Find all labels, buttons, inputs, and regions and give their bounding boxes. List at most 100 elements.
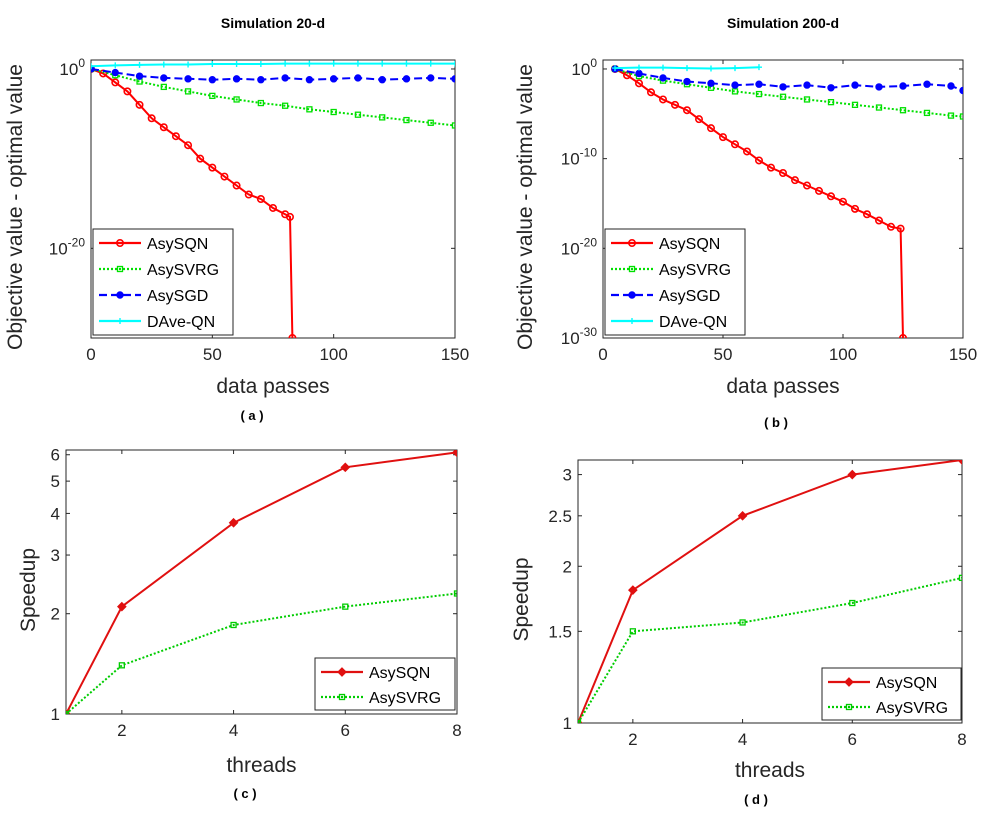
data-point [402,75,411,83]
legend: AsySQN AsySVRG AsySGD DAve-QN [604,228,746,336]
data-point [850,204,859,213]
data-point [453,590,457,597]
y-tick-base: 10 [49,239,68,258]
legend-marker [844,677,854,687]
y-tick-label: 3 [51,546,60,565]
y-tick-label: 2 [51,605,60,624]
y-tick-label: 1 [563,714,572,733]
data-point [899,334,907,338]
data-point [232,75,241,83]
series-line [66,592,457,714]
chart-title: Simulation 20-d [221,15,325,31]
series-asysvrg [66,590,457,714]
data-point [838,197,847,206]
data-point [959,113,963,120]
series-line [614,68,904,338]
data-point [452,450,457,458]
data-point [646,88,655,97]
series-line [578,576,962,723]
data-point [684,65,690,72]
data-point [306,106,313,113]
y-tick-base: 10 [561,329,580,348]
data-point [658,95,667,104]
data-point [851,81,859,89]
data-point [899,82,907,90]
legend-entry: DAve-QN [659,314,727,331]
data-point [185,61,192,68]
data-point [451,122,455,129]
data-point [257,76,265,84]
data-point [184,88,192,95]
data-point [875,83,883,91]
y-tick-base: 10 [561,150,580,169]
legend-marker [116,265,124,273]
y-axis-label: Objective value - optimal value [4,64,27,350]
data-point [268,203,277,212]
data-point [256,195,265,204]
y-tick-label: 6 [51,446,60,465]
data-point [730,140,739,149]
data-point [754,156,763,165]
data-point [958,574,962,582]
data-point [947,82,955,90]
data-point [756,64,762,71]
y-tick-label: 10-20 [49,235,86,258]
data-point [732,65,738,72]
y-tick-exponent: 0 [590,56,597,70]
data-point [739,619,746,626]
x-tick-label: 2 [117,721,126,740]
data-point [340,462,351,473]
data-point [851,101,859,108]
legend-marker [117,318,123,324]
chart-b: Simulation 200-d0 50 100 15010010-1010-2010… [514,15,977,430]
y-tick-base: 10 [561,239,580,258]
data-point [330,60,337,67]
data-point [659,74,667,82]
data-point [160,74,168,82]
x-tick-label: 100 [319,345,347,364]
data-point [305,76,314,84]
y-tick-label: 1.5 [548,622,572,641]
legend-marker [845,703,853,711]
y-tick-label: 100 [571,56,597,79]
data-point [634,79,643,88]
data-point [886,222,895,231]
data-point [706,124,715,133]
data-point [923,109,931,117]
legend-entry: AsySVRG [659,262,731,279]
data-point [91,63,94,70]
data-point [755,80,763,88]
series-asysvrg [578,574,962,723]
x-axis-label: threads [735,759,805,782]
series-asysqn [66,450,457,714]
chart-c: 2 4 6 8 1 2 3 4 5 6 threads Speedup ( c ) AsySQN AsySV… [17,446,462,801]
data-point [209,61,216,68]
x-tick-label: 100 [829,345,857,364]
y-tick-label: 3 [563,466,572,485]
data-point [427,74,435,82]
data-point [111,78,120,87]
legend-entry: AsySQN [876,675,937,692]
data-point [403,60,410,67]
legend-marker [629,318,635,324]
data-point [111,68,119,77]
y-tick-base: 10 [59,60,78,79]
data-point [306,60,313,67]
data-point [827,84,835,92]
x-tick-label: 4 [738,730,747,749]
data-point [742,147,751,156]
legend-entry: AsySGD [659,288,720,305]
series-line [91,68,294,338]
data-point [379,114,386,121]
legend: AsySQN AsySVRG [314,657,456,711]
data-point [629,628,637,635]
series-line [91,68,455,127]
data-point [847,469,858,480]
data-point [827,98,835,106]
series-asysqn [578,460,962,723]
data-point [875,104,883,111]
legend: AsySQN AsySVRG [821,667,962,721]
legend-entry: AsySVRG [876,700,948,717]
